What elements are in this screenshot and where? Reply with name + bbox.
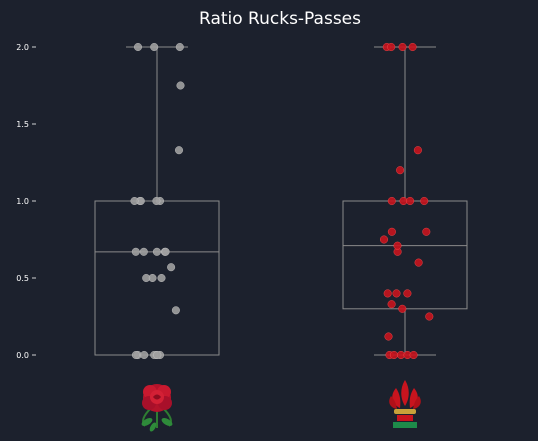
y-axis: 0.0 0.5 1.0 1.5 2.0 (16, 43, 36, 360)
y-tick-label: 0.0 (16, 351, 29, 360)
data-point (139, 247, 148, 256)
data-point (133, 43, 142, 52)
data-point (408, 43, 417, 52)
data-point (403, 289, 412, 298)
data-point (174, 146, 183, 155)
feathers-emblem-icon (389, 380, 421, 428)
data-point (387, 300, 396, 309)
rose-emblem-icon (141, 384, 173, 432)
data-point (406, 196, 415, 205)
y-tick-label: 2.0 (16, 43, 29, 52)
data-point (161, 247, 170, 256)
data-point (387, 196, 396, 205)
data-point (176, 81, 185, 90)
y-tick-label: 1.0 (16, 197, 29, 206)
data-point (398, 304, 407, 313)
data-point (383, 289, 392, 298)
data-point (409, 351, 418, 360)
data-point (152, 196, 161, 205)
data-point (171, 306, 180, 315)
chart-title: Ratio Rucks-Passes (199, 9, 361, 29)
data-point (167, 263, 176, 272)
data-point (414, 258, 423, 267)
data-point (420, 196, 429, 205)
data-point (175, 43, 184, 52)
y-tick-label: 1.5 (16, 120, 29, 129)
data-point (422, 227, 431, 236)
data-point (393, 241, 402, 250)
data-point (380, 235, 389, 244)
data-point (142, 274, 151, 283)
data-point (131, 351, 140, 360)
data-point (387, 43, 396, 52)
data-point (131, 247, 140, 256)
data-point (150, 43, 159, 52)
point-group (130, 43, 434, 360)
data-point (396, 166, 405, 175)
data-point (392, 289, 401, 298)
data-point (152, 247, 161, 256)
box-iqr (94, 200, 220, 356)
data-point (387, 227, 396, 236)
data-point (390, 351, 399, 360)
data-point (384, 332, 393, 341)
data-point (413, 146, 422, 155)
data-point (425, 312, 434, 321)
data-point (157, 274, 166, 283)
y-tick-label: 0.5 (16, 274, 29, 283)
data-point (140, 351, 149, 360)
data-point (153, 351, 162, 360)
data-point (130, 196, 139, 205)
data-point (398, 43, 407, 52)
